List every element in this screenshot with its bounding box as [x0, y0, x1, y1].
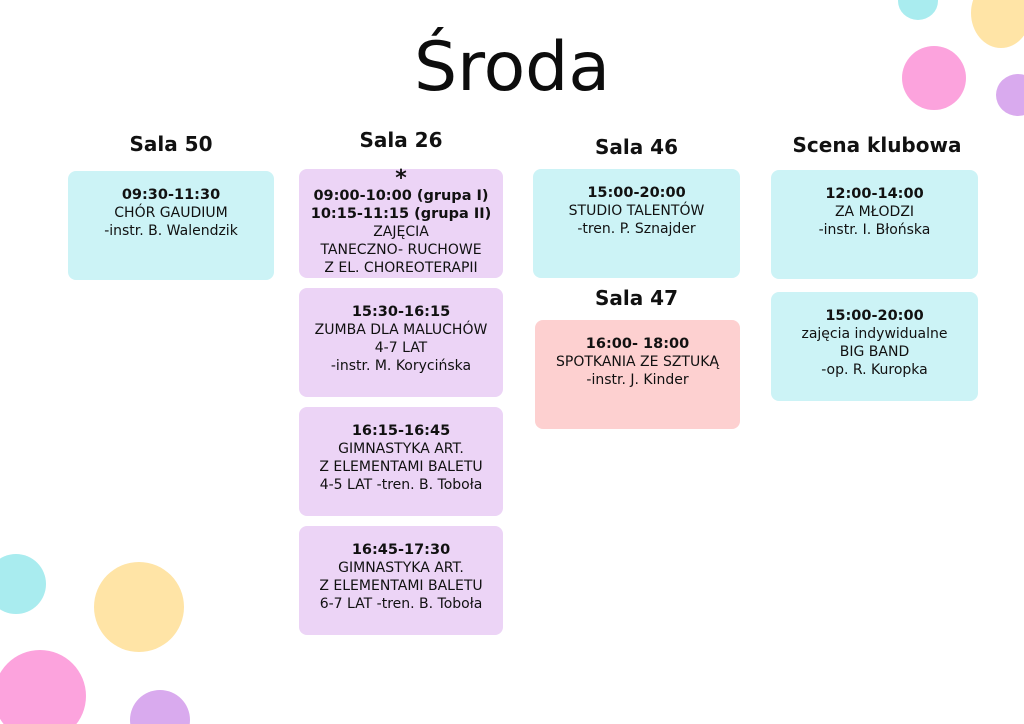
asterisk-icon: *	[395, 166, 407, 191]
card-line: SPOTKANIA ZE SZTUKĄ	[556, 354, 719, 370]
card-line: -instr. I. Błońska	[818, 222, 931, 238]
schedule-card: 15:30-16:15 ZUMBA DLA MALUCHÓW 4-7 LAT -…	[299, 288, 503, 397]
card-time: 09:00-10:00 (grupa I)	[313, 188, 489, 204]
card-line: zajęcia indywidualne	[801, 326, 948, 342]
card-line: Z ELEMENTAMI BALETU	[319, 578, 483, 594]
card-line: ZUMBA DLA MALUCHÓW	[314, 322, 488, 338]
decorative-dot	[902, 46, 966, 110]
card-line: GIMNASTYKA ART.	[338, 560, 464, 576]
card-line: ZA MŁODZI	[834, 204, 915, 220]
card-line: ZAJĘCIA	[373, 224, 429, 240]
schedule-card: 12:00-14:00 ZA MŁODZI -instr. I. Błońska	[771, 170, 978, 279]
card-line: -instr. B. Walendzik	[104, 223, 238, 239]
schedule-card: 09:30-11:30 CHÓR GAUDIUM -instr. B. Wale…	[68, 171, 274, 280]
column-title-sala-50: Sala 50	[129, 132, 213, 156]
card-line: Z ELEMENTAMI BALETU	[319, 459, 483, 475]
card-line: STUDIO TALENTÓW	[568, 203, 705, 219]
decorative-dot	[996, 74, 1024, 116]
card-line: 6-7 LAT -tren. B. Toboła	[319, 596, 483, 612]
column-title-sala-47: Sala 47	[594, 286, 679, 310]
page-title: Środa	[413, 28, 611, 107]
card-time: 15:30-16:15	[351, 304, 451, 320]
card-time: 10:15-11:15 (grupa II)	[310, 206, 492, 222]
card-time: 15:00-20:00	[587, 185, 686, 201]
schedule-card: 16:45-17:30 GIMNASTYKA ART. Z ELEMENTAMI…	[299, 526, 503, 635]
card-line: -tren. P. Sznajder	[577, 221, 696, 237]
decorative-dot	[0, 650, 86, 724]
card-line: -instr. M. Korycińska	[330, 358, 472, 374]
card-line: -op. R. Kuropka	[821, 362, 928, 378]
card-time: 12:00-14:00	[825, 186, 924, 202]
card-line: 4-5 LAT -tren. B. Toboła	[319, 477, 483, 493]
card-line: CHÓR GAUDIUM	[114, 205, 228, 221]
schedule-card: 16:15-16:45 GIMNASTYKA ART. Z ELEMENTAMI…	[299, 407, 503, 516]
schedule-card: 16:00- 18:00 SPOTKANIA ZE SZTUKĄ -instr.…	[535, 320, 740, 429]
card-time: 16:15-16:45	[351, 423, 451, 439]
decorative-dot	[94, 562, 184, 652]
column-title-sala-26: Sala 26	[359, 128, 443, 152]
card-line: 4-7 LAT	[374, 340, 428, 356]
decorative-dot	[130, 690, 190, 724]
card-time: 16:00- 18:00	[585, 336, 690, 352]
schedule-card: 15:00-20:00 zajęcia indywidualne BIG BAN…	[771, 292, 978, 401]
card-line: -instr. J. Kinder	[586, 372, 689, 388]
column-title-sala-46: Sala 46	[594, 135, 679, 159]
card-line: TANECZNO- RUCHOWE	[320, 242, 482, 258]
decorative-dot	[0, 554, 46, 614]
card-line: BIG BAND	[839, 344, 910, 360]
schedule-card: 15:00-20:00 STUDIO TALENTÓW -tren. P. Sz…	[533, 169, 740, 278]
card-time: 16:45-17:30	[351, 542, 451, 558]
column-title-scena-klubowa: Scena klubowa	[792, 133, 962, 157]
schedule-card: * 09:00-10:00 (grupa I) 10:15-11:15 (gru…	[299, 166, 503, 278]
card-time: 09:30-11:30	[121, 187, 221, 203]
card-line: Z EL. CHOREOTERAPII	[324, 260, 478, 276]
decorative-dot	[898, 0, 938, 20]
card-time: 15:00-20:00	[825, 308, 924, 324]
card-line: GIMNASTYKA ART.	[338, 441, 464, 457]
